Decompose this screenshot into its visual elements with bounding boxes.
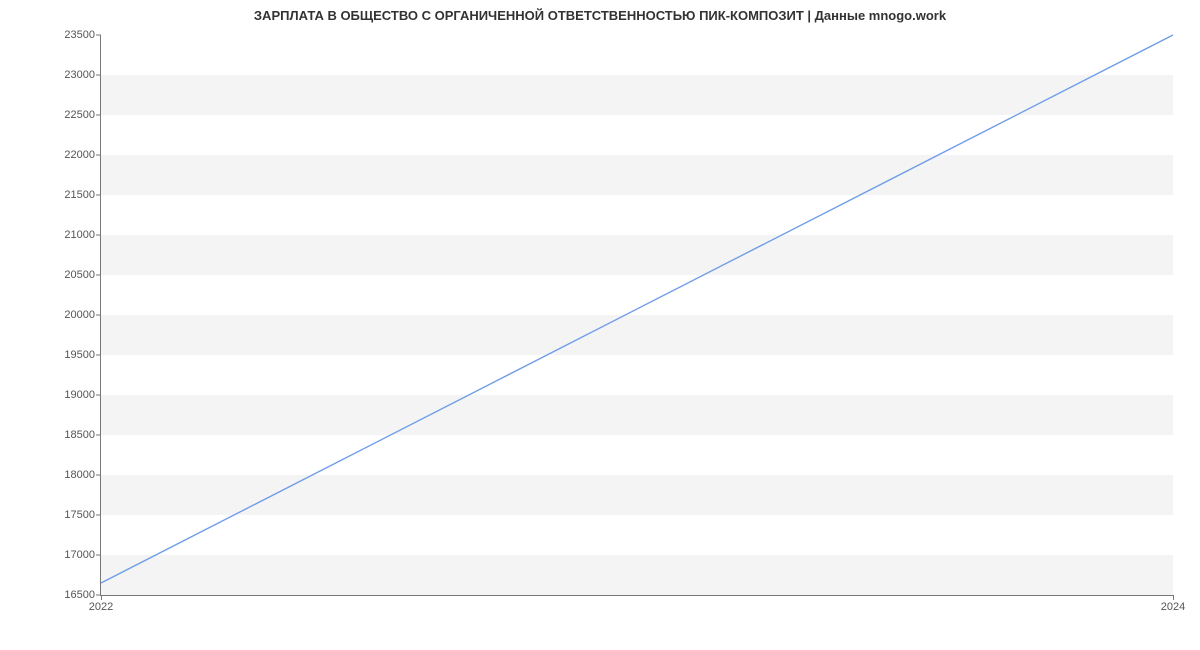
y-tick-label: 17500: [64, 509, 95, 521]
plot-area: 1650017000175001800018500190001950020000…: [100, 35, 1173, 596]
y-tick-label: 22500: [64, 109, 95, 121]
x-tick-mark: [1173, 595, 1174, 600]
x-tick-mark: [101, 595, 102, 600]
y-tick-label: 18000: [64, 469, 95, 481]
y-tick-label: 21000: [64, 229, 95, 241]
y-tick-label: 16500: [64, 589, 95, 601]
y-tick-label: 22000: [64, 149, 95, 161]
chart-title: ЗАРПЛАТА В ОБЩЕСТВО С ОРГАНИЧЕННОЙ ОТВЕТ…: [0, 8, 1200, 23]
y-tick-label: 19000: [64, 389, 95, 401]
salary-line-chart: ЗАРПЛАТА В ОБЩЕСТВО С ОРГАНИЧЕННОЙ ОТВЕТ…: [0, 0, 1200, 650]
y-tick-label: 23000: [64, 69, 95, 81]
x-tick-label: 2022: [89, 601, 113, 613]
y-tick-label: 23500: [64, 29, 95, 41]
y-tick-label: 20000: [64, 309, 95, 321]
line-layer: [101, 35, 1173, 595]
y-tick-label: 17000: [64, 549, 95, 561]
y-tick-label: 21500: [64, 189, 95, 201]
series-line-salary: [101, 35, 1173, 583]
y-tick-label: 18500: [64, 429, 95, 441]
x-tick-label: 2024: [1161, 601, 1185, 613]
y-tick-label: 20500: [64, 269, 95, 281]
y-tick-label: 19500: [64, 349, 95, 361]
